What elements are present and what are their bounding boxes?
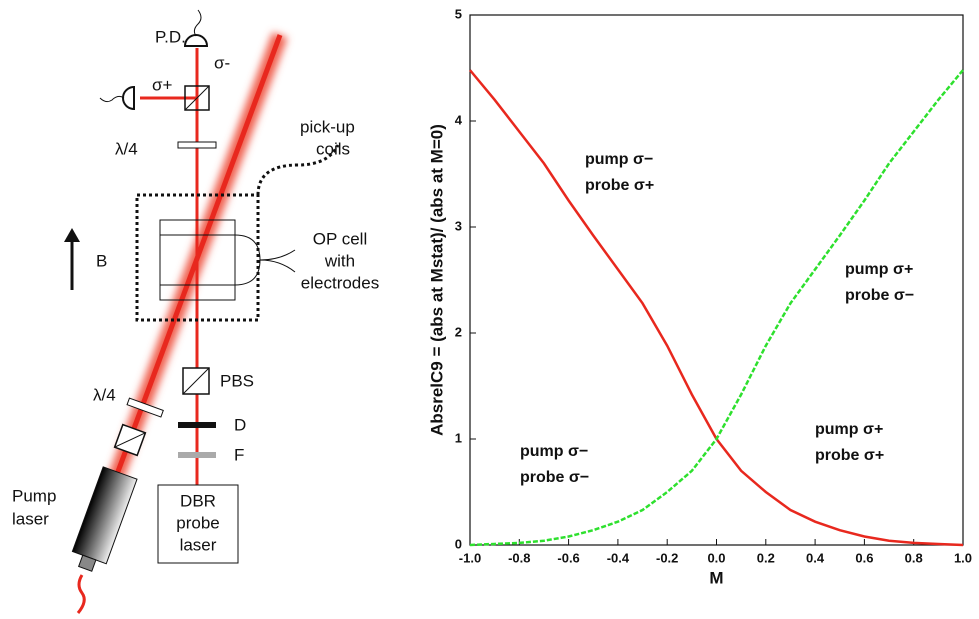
y-axis-label: AbsrelC9 = (abs at Mstat)/ (abs at M=0) xyxy=(427,124,446,436)
wire xyxy=(193,9,202,37)
y-tick-label: 3 xyxy=(455,218,462,233)
label: electrodes xyxy=(301,273,379,292)
x-tick-label: 0.0 xyxy=(707,550,725,565)
label: D xyxy=(234,415,246,434)
pump-polarizer xyxy=(113,423,147,457)
pickup-coil-box xyxy=(135,193,260,322)
x-tick-label: 0.6 xyxy=(855,550,873,565)
label: σ- xyxy=(214,53,230,72)
label: OP cell xyxy=(313,229,368,248)
x-tick-label: -1.0 xyxy=(459,550,481,565)
label: F xyxy=(234,445,244,464)
label: laser xyxy=(180,535,217,554)
annotation: probe σ+ xyxy=(585,177,654,194)
annotation: pump σ− xyxy=(585,151,653,168)
y-tick-label: 2 xyxy=(455,324,462,339)
diagram: P.D. σ- σ+ λ/4 pick-up coils B OP cell w… xyxy=(12,9,379,614)
x-tick-label: -0.8 xyxy=(508,550,530,565)
label: λ/4 xyxy=(93,385,116,404)
plot-frame xyxy=(469,14,964,546)
label: B xyxy=(96,251,107,270)
cell-stem xyxy=(234,234,296,286)
photodiode xyxy=(183,34,209,47)
label: probe xyxy=(176,513,219,532)
annotation: probe σ+ xyxy=(815,447,884,464)
beam-splitter xyxy=(184,85,210,111)
label: with xyxy=(324,251,355,270)
pump-laser xyxy=(71,466,138,572)
label: Pump xyxy=(12,486,56,505)
x-tick-label: -0.2 xyxy=(656,550,678,565)
label: DBR xyxy=(180,491,216,510)
photodiode xyxy=(122,85,135,111)
filter xyxy=(178,452,216,458)
x-axis-label: M xyxy=(709,568,723,587)
waveplate xyxy=(177,141,217,149)
y-tick-label: 1 xyxy=(455,430,462,445)
x-tick-label: 1.0 xyxy=(954,550,972,565)
x-tick-label: 0.8 xyxy=(905,550,923,565)
beam-splitter-face xyxy=(184,85,210,111)
x-tick-label: -0.6 xyxy=(557,550,579,565)
y-tick-label: 4 xyxy=(455,112,463,127)
label: P.D. xyxy=(155,27,186,46)
label: λ/4 xyxy=(115,139,138,158)
x-tick-label: -0.4 xyxy=(607,550,630,565)
annotation: pump σ− xyxy=(520,443,588,460)
field-arrow-head xyxy=(64,228,80,242)
y-tick-label: 5 xyxy=(455,6,462,21)
annotation: pump σ+ xyxy=(845,261,913,278)
label: PBS xyxy=(220,371,254,390)
chart: 0 1 2 3 4 5 -1.0 -0.8 -0.6 -0.4 -0.2 0.0 0.2 0.4 0.6 0.… xyxy=(427,6,972,587)
annotation: pump σ+ xyxy=(815,421,883,438)
y-tick-label: 0 xyxy=(455,536,462,551)
label: σ+ xyxy=(152,75,172,94)
label: pick-up xyxy=(300,117,355,136)
diaphragm xyxy=(178,422,216,428)
x-tick-label: 0.2 xyxy=(757,550,775,565)
pump-fiber xyxy=(76,574,86,614)
label: coils xyxy=(316,139,350,158)
cell xyxy=(159,219,236,301)
x-tick-label: 0.4 xyxy=(806,550,825,565)
label: laser xyxy=(12,509,49,528)
pump-waveplate xyxy=(126,397,164,418)
pickup-lead xyxy=(256,144,340,196)
probe-laser-box xyxy=(157,484,239,564)
pbs-face xyxy=(182,367,210,395)
annotation: probe σ− xyxy=(520,469,589,486)
annotation: probe σ− xyxy=(845,287,914,304)
series-line xyxy=(469,69,964,547)
wire xyxy=(99,95,125,103)
